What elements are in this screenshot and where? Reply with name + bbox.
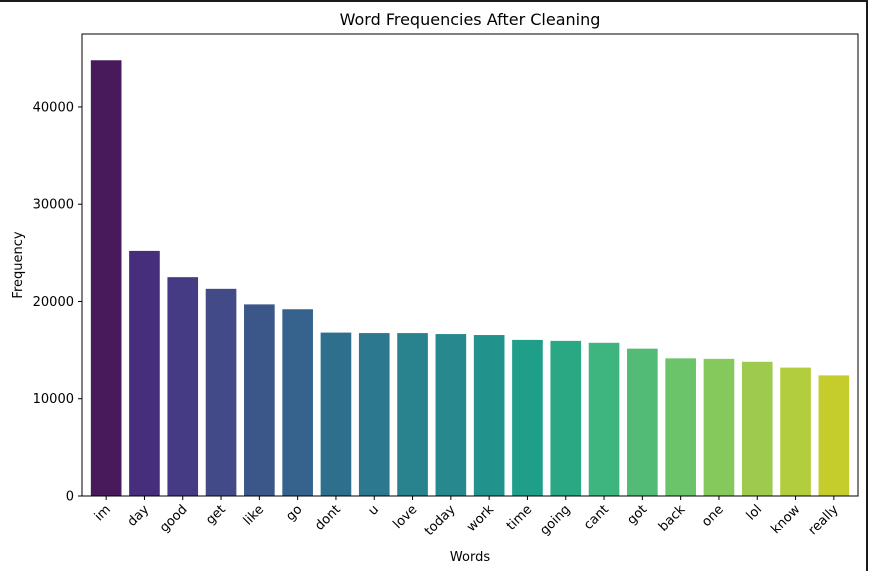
x-tick-label: love — [390, 502, 420, 532]
x-tick-label: work — [464, 502, 497, 535]
x-tick-label: day — [125, 502, 153, 530]
plot-area-frame — [81, 33, 859, 497]
x-tick-label: time — [504, 502, 535, 533]
bar-go — [282, 309, 313, 496]
bar-back — [665, 358, 696, 496]
x-axis-ticks: im day good get like go dont u love today work time… — [92, 496, 842, 539]
x-tick-label: going — [537, 502, 573, 538]
y-tick-label: 30000 — [33, 198, 74, 213]
y-axis-label: Frequency — [11, 231, 26, 298]
x-tick-label: back — [656, 502, 689, 535]
bar-im — [90, 60, 122, 496]
x-tick-label: dont — [312, 502, 343, 533]
x-tick-label: u — [366, 502, 382, 518]
bar-lol — [741, 361, 773, 496]
bar-going — [550, 340, 582, 496]
bar-got — [627, 348, 658, 496]
bar-really — [818, 375, 850, 496]
x-tick-label: one — [699, 502, 727, 530]
bar-work — [473, 335, 505, 496]
bar-good — [167, 277, 199, 496]
x-axis-label: Words — [450, 550, 490, 565]
bar-today — [435, 334, 467, 496]
x-tick-label: got — [625, 502, 651, 528]
bars-group — [90, 60, 850, 496]
x-tick-label: know — [768, 502, 803, 537]
bar-dont — [320, 332, 352, 496]
y-tick-label: 0 — [66, 490, 74, 505]
y-tick-label: 20000 — [33, 295, 74, 310]
x-tick-label: cant — [581, 502, 612, 533]
bar-one — [703, 358, 735, 496]
bar-day — [129, 250, 160, 496]
bar-love — [397, 333, 428, 496]
bar-like — [244, 304, 275, 496]
x-tick-label: good — [157, 502, 191, 536]
y-tick-label: 40000 — [33, 100, 74, 115]
bar-cant — [588, 342, 620, 496]
x-tick-label: go — [283, 502, 305, 524]
bar-time — [512, 339, 543, 496]
x-tick-label: today — [422, 502, 459, 539]
x-tick-label: im — [92, 502, 114, 524]
y-tick-label: 10000 — [33, 392, 74, 407]
x-tick-label: like — [241, 502, 267, 528]
bar-know — [780, 367, 811, 496]
bar-get — [205, 288, 237, 496]
x-tick-label: really — [806, 502, 842, 538]
chart-title: Word Frequencies After Cleaning — [340, 10, 601, 29]
x-tick-label: lol — [744, 502, 765, 523]
bar-u — [358, 333, 390, 496]
x-tick-label: get — [203, 502, 229, 528]
y-axis-ticks: 0 10000 20000 30000 40000 — [33, 100, 82, 505]
